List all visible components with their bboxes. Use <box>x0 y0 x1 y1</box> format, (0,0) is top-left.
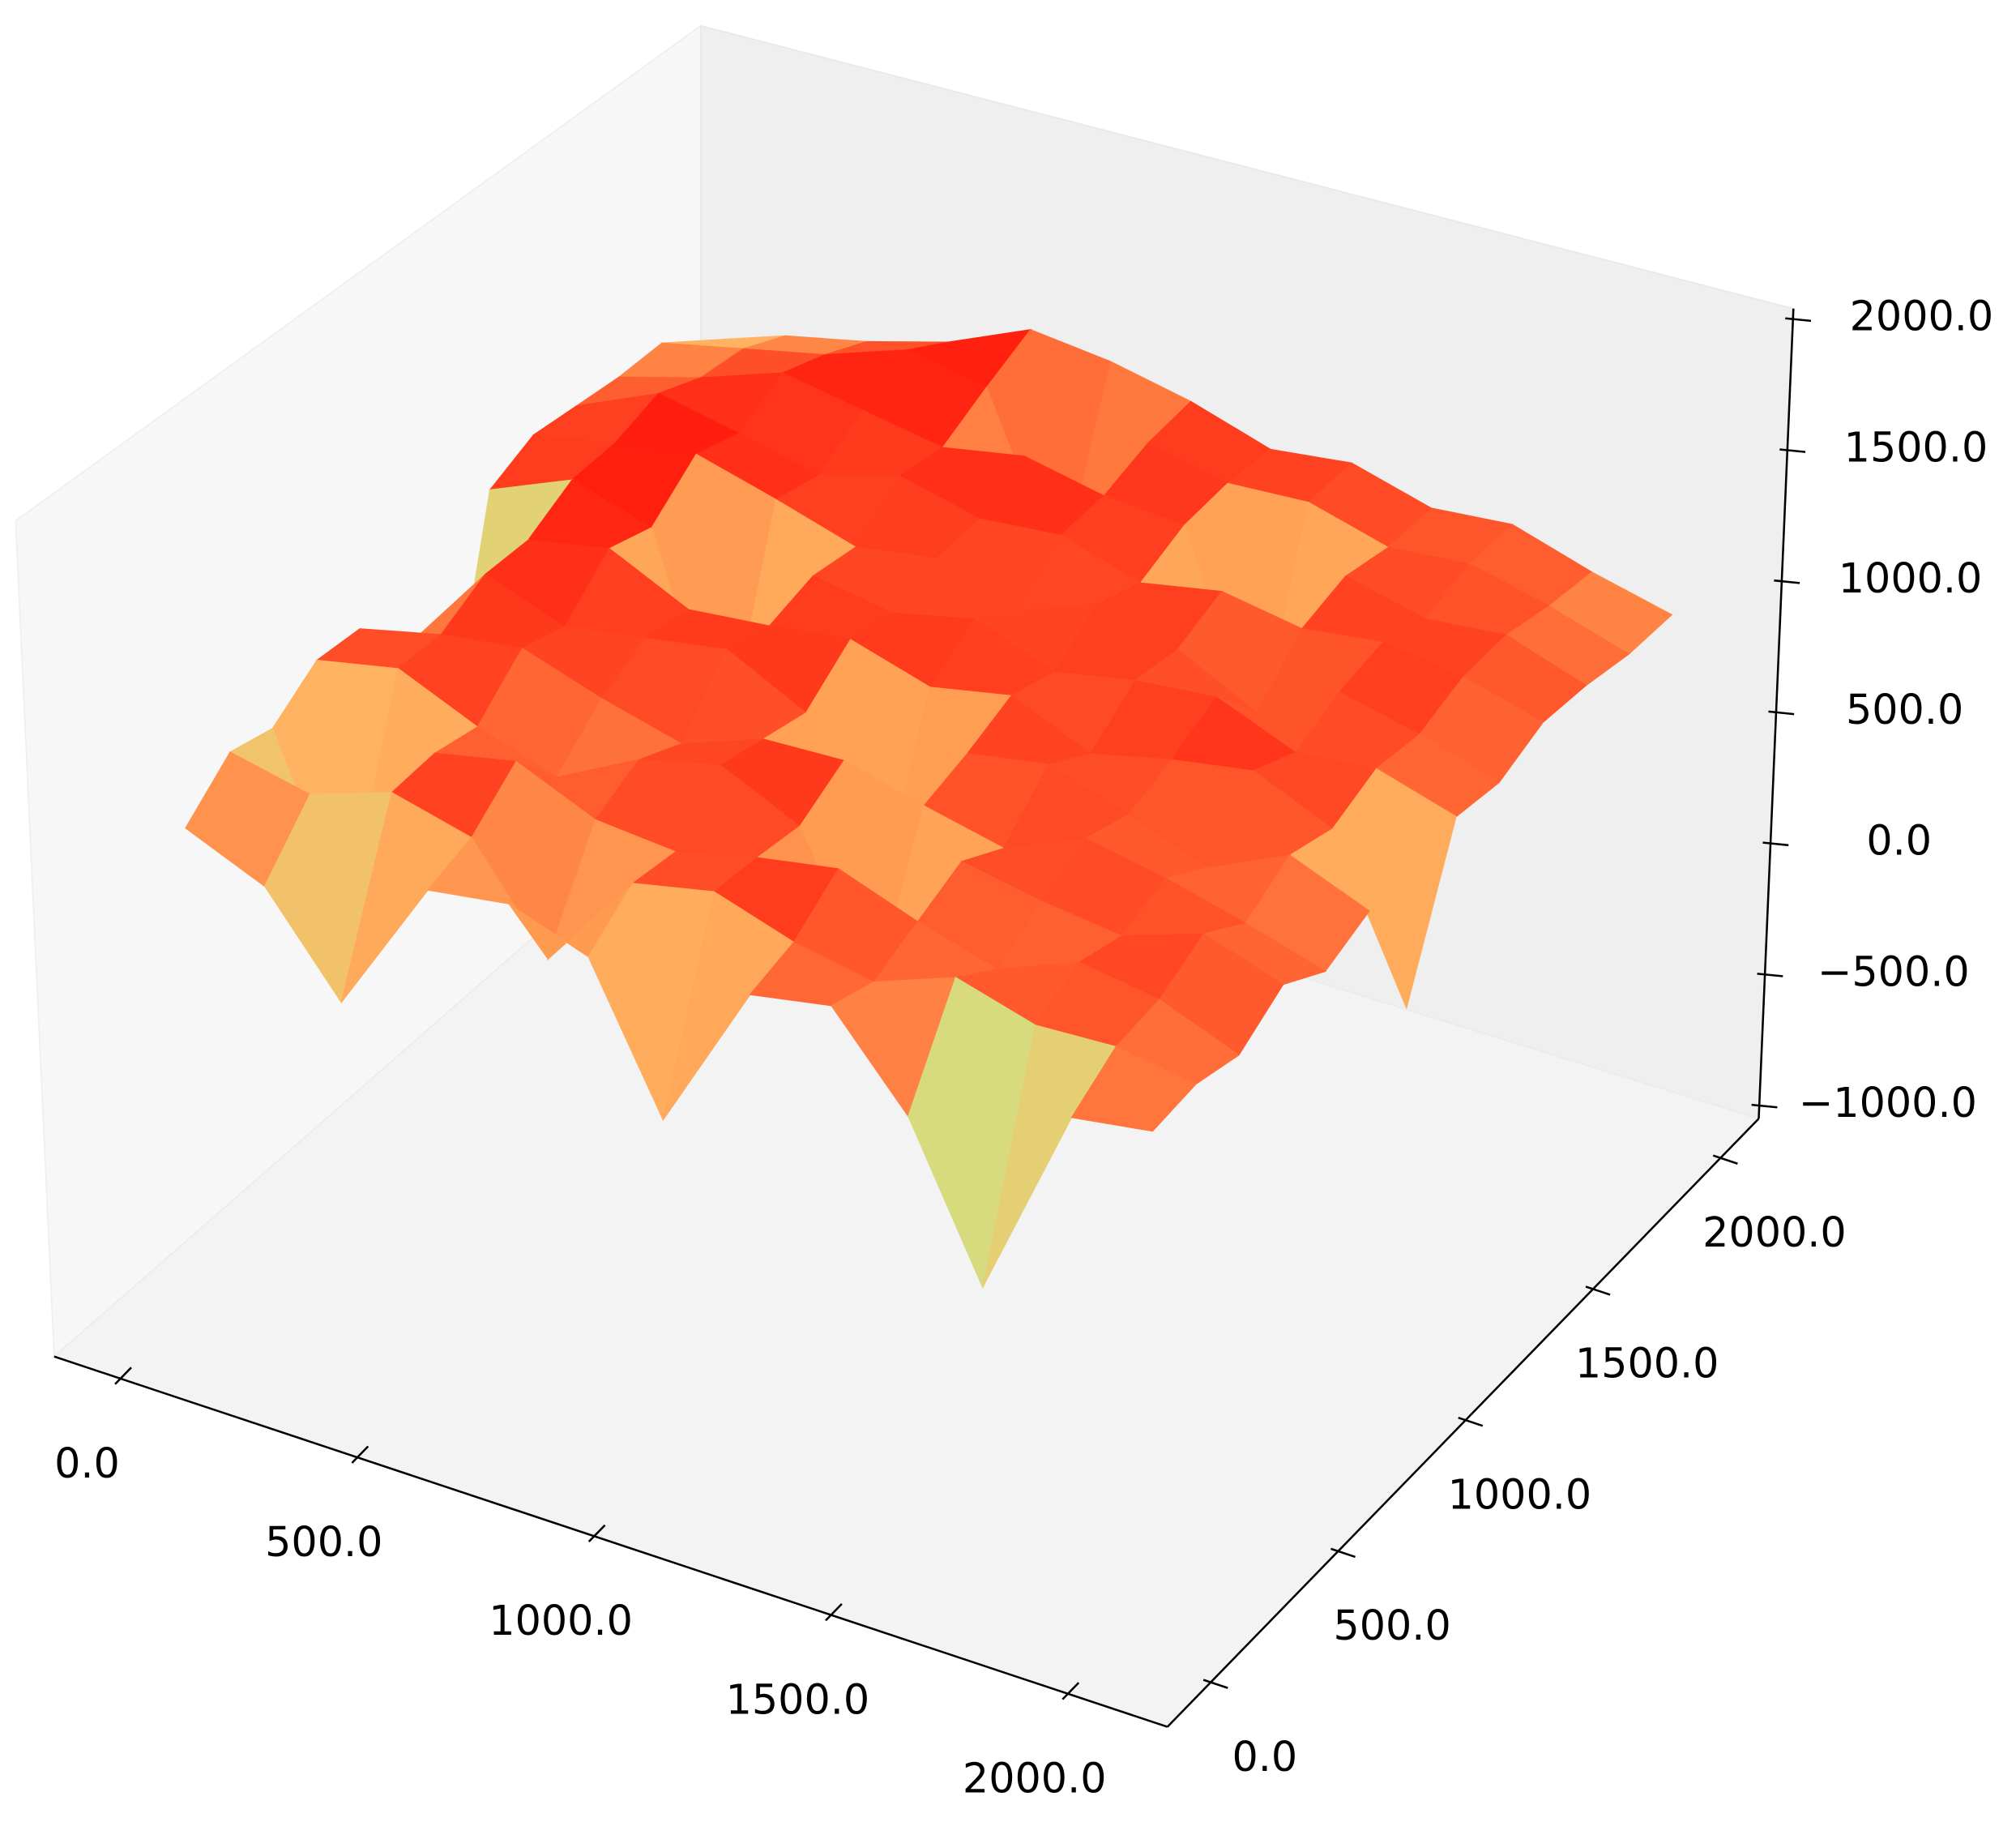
z-tick <box>1768 710 1795 716</box>
y-tick <box>1585 1285 1611 1296</box>
z-tick-label: 1000.0 <box>1839 554 1983 602</box>
z-tick-label: −1000.0 <box>1799 1079 1977 1127</box>
z-tick <box>1762 841 1789 847</box>
z-tick <box>1774 579 1800 584</box>
x-tick-label: 1000.0 <box>489 1597 633 1645</box>
surface <box>185 328 1673 1290</box>
y-tick <box>1202 1679 1228 1689</box>
y-tick-label: 0.0 <box>1232 1733 1297 1781</box>
x-tick <box>351 1445 369 1464</box>
z-tick-label: 2000.0 <box>1850 293 1994 340</box>
x-tick-label: 1500.0 <box>726 1675 870 1723</box>
z-tick <box>1785 317 1812 323</box>
z-tick-label: 0.0 <box>1866 817 1932 865</box>
x-tick-label: 2000.0 <box>963 1755 1107 1803</box>
z-tick <box>1757 973 1783 977</box>
x-tick <box>587 1524 606 1543</box>
y-tick <box>1712 1154 1738 1165</box>
y-tick-label: 1000.0 <box>1448 1470 1592 1518</box>
x-tick <box>825 1603 843 1622</box>
y-tick <box>1330 1547 1356 1559</box>
x-tick <box>1061 1682 1080 1700</box>
x-axis-line <box>53 1355 1168 1728</box>
x-tick-label: 0.0 <box>54 1439 120 1487</box>
y-tick <box>1458 1416 1484 1427</box>
y-axis-line <box>1166 1118 1760 1728</box>
x-tick-label: 500.0 <box>265 1518 382 1566</box>
y-tick-label: 500.0 <box>1333 1602 1450 1649</box>
z-tick-label: 1500.0 <box>1844 423 1988 471</box>
z-tick <box>1779 448 1806 453</box>
y-tick-label: 2000.0 <box>1702 1208 1847 1256</box>
z-axis-line <box>1758 308 1795 1119</box>
x-tick <box>114 1366 132 1385</box>
z-tick-label: 500.0 <box>1846 686 1963 734</box>
surface-cell <box>1070 1046 1198 1132</box>
z-tick-label: −500.0 <box>1817 947 1970 995</box>
y-tick-label: 1500.0 <box>1575 1340 1719 1388</box>
z-tick <box>1751 1103 1778 1109</box>
